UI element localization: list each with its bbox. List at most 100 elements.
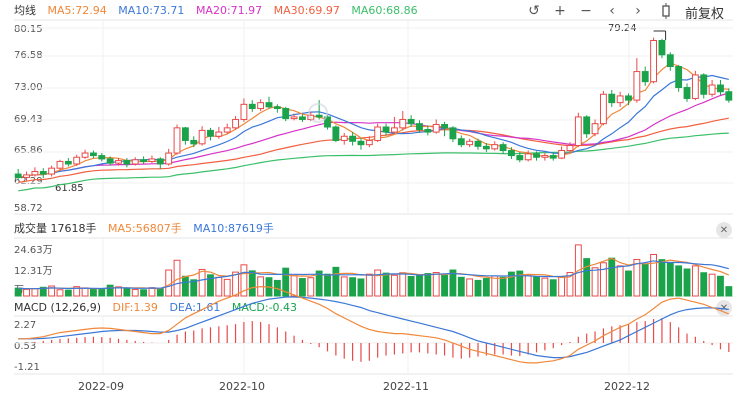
- ma30-line: [18, 117, 729, 183]
- volume-tick: 24.63万: [14, 245, 53, 256]
- candle-body: [641, 71, 649, 83]
- volume-bar: [491, 275, 499, 297]
- volume-bar: [324, 273, 331, 297]
- volume-bar: [290, 275, 298, 297]
- volume-bar: [449, 269, 457, 297]
- candle-body: [466, 140, 474, 146]
- volume-close-icon[interactable]: ✕: [716, 222, 732, 238]
- candle-body: [282, 108, 290, 120]
- macd-close-icon[interactable]: ✕: [716, 300, 732, 316]
- volume-bar: [424, 273, 432, 297]
- volume-bar: [332, 266, 340, 297]
- macd-tick: 2.27: [14, 320, 37, 331]
- candle-body: [599, 93, 607, 125]
- volume-bar: [441, 274, 448, 297]
- volume-bar: [382, 272, 390, 297]
- zoom-in-icon[interactable]: +: [554, 3, 566, 19]
- volume-ma5: MA5:56807手: [108, 222, 182, 235]
- volume-bar: [608, 257, 616, 297]
- macd-dif: DIF:1.39: [112, 301, 158, 314]
- volume-bar: [223, 278, 231, 297]
- candle-body: [407, 118, 415, 125]
- candle-body: [558, 150, 566, 159]
- candle-body: [290, 116, 298, 120]
- price-legend: 均线 MA5:72.94 MA10:73.71 MA20:71.97 MA30:…: [14, 2, 426, 20]
- low-annotation: 61.85: [55, 183, 84, 194]
- candle-body: [14, 173, 22, 178]
- volume-bar: [407, 275, 415, 297]
- ma60-line: [18, 132, 729, 192]
- chevron-left-icon[interactable]: ‹: [609, 3, 615, 19]
- candle-body: [650, 39, 658, 83]
- candle-body: [81, 152, 89, 158]
- ma-main-label: 均线: [14, 4, 36, 17]
- x-tick-label: 2022-11: [383, 380, 429, 393]
- candle-body: [56, 160, 64, 169]
- candle-body: [165, 152, 173, 165]
- volume-bar: [583, 258, 591, 297]
- candle-body: [48, 167, 56, 175]
- x-tick-label: 2022-09: [78, 380, 124, 393]
- volume-bar: [207, 274, 214, 297]
- candle-body: [148, 158, 156, 162]
- volume-bar: [123, 287, 131, 297]
- volume-bar: [508, 271, 515, 297]
- price-tick: 80.15: [14, 24, 43, 35]
- volume-bar: [64, 289, 72, 297]
- ma5-value: MA5:72.94: [47, 4, 107, 17]
- candle-body: [299, 116, 306, 120]
- volume-ma10-line: [18, 260, 729, 290]
- candle-body: [181, 127, 189, 141]
- candle-body: [549, 155, 557, 159]
- volume-bar: [14, 287, 22, 297]
- candle-body: [583, 116, 591, 135]
- candle-body: [173, 127, 181, 154]
- candle-body: [340, 135, 348, 141]
- candle-toggle-icon[interactable]: [657, 2, 675, 20]
- candle-body: [374, 126, 382, 141]
- candle-body: [566, 144, 574, 152]
- volume-label: 成交量 17618手: [14, 222, 97, 235]
- undo-icon[interactable]: ↺: [528, 3, 540, 19]
- volume-bar: [516, 270, 524, 297]
- volume-bar: [240, 264, 248, 297]
- price-tick: 58.72: [14, 203, 43, 214]
- candle-body: [156, 158, 164, 165]
- candle-body: [207, 129, 214, 137]
- price-tick: 62.29: [14, 176, 43, 187]
- volume-bar: [232, 271, 239, 297]
- volume-bar: [541, 277, 549, 297]
- volume-bar: [390, 274, 398, 297]
- candle-body: [683, 87, 691, 99]
- volume-bar: [658, 259, 666, 297]
- candle-body: [106, 158, 114, 164]
- candle-body: [248, 103, 256, 110]
- volume-bar: [599, 262, 607, 297]
- candle-body: [691, 74, 699, 99]
- volume-bar: [299, 278, 306, 297]
- volume-bar: [675, 265, 683, 297]
- candle-body: [574, 116, 582, 146]
- chevron-right-icon[interactable]: ›: [635, 3, 641, 19]
- volume-bar: [115, 286, 122, 297]
- candle-body: [89, 152, 97, 157]
- volume-bar: [48, 285, 56, 297]
- candle-body: [482, 145, 490, 150]
- candle-body: [591, 123, 599, 135]
- candle-body: [424, 129, 432, 133]
- candle-body: [73, 156, 81, 165]
- adjust-toggle-button[interactable]: 前复权: [685, 7, 725, 22]
- volume-bar: [708, 273, 716, 297]
- candle-body: [533, 153, 540, 158]
- volume-bar: [432, 272, 440, 297]
- volume-bar: [482, 278, 490, 297]
- candle-body: [541, 155, 549, 158]
- candle-body: [190, 139, 198, 145]
- volume-bar: [666, 261, 674, 297]
- volume-bar: [717, 275, 724, 297]
- zoom-out-icon[interactable]: −: [580, 3, 592, 19]
- volume-bar: [307, 277, 315, 297]
- x-tick-label: 2022-12: [604, 380, 650, 393]
- candle-body: [382, 126, 390, 133]
